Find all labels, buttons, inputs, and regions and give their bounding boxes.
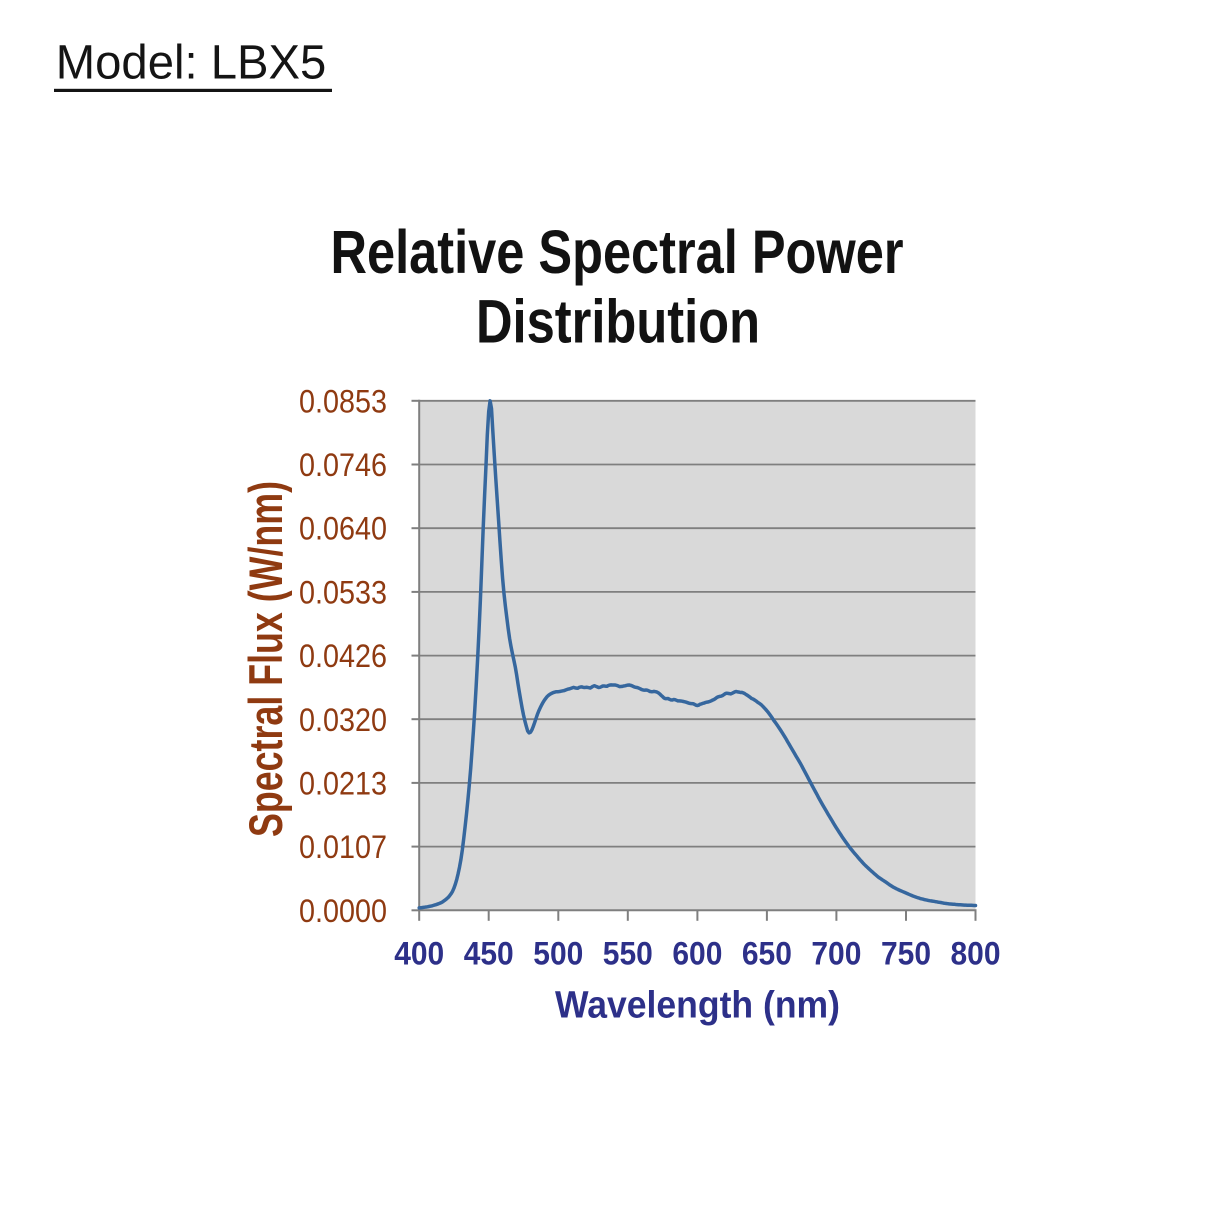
svg-text:0.0000: 0.0000 — [299, 893, 387, 929]
svg-text:0.0640: 0.0640 — [299, 511, 387, 547]
svg-text:Spectral Flux (W/nm): Spectral Flux (W/nm) — [239, 481, 292, 837]
svg-text:400: 400 — [394, 935, 444, 971]
svg-text:800: 800 — [951, 935, 1001, 971]
svg-text:450: 450 — [464, 935, 514, 971]
svg-text:0.0746: 0.0746 — [299, 447, 387, 483]
svg-text:0.0533: 0.0533 — [299, 574, 387, 610]
svg-text:Wavelength (nm): Wavelength (nm) — [555, 985, 840, 1027]
svg-text:0.0426: 0.0426 — [299, 638, 387, 674]
svg-text:550: 550 — [603, 935, 653, 971]
svg-text:Distribution: Distribution — [476, 288, 760, 356]
svg-text:750: 750 — [881, 935, 931, 971]
svg-text:600: 600 — [672, 935, 722, 971]
svg-text:700: 700 — [811, 935, 861, 971]
svg-text:Relative Spectral Power: Relative Spectral Power — [331, 218, 904, 286]
svg-text:0.0213: 0.0213 — [299, 765, 387, 801]
svg-text:650: 650 — [742, 935, 792, 971]
svg-text:Model: LBX5: Model: LBX5 — [56, 36, 327, 89]
svg-text:0.0320: 0.0320 — [299, 702, 387, 738]
svg-text:0.0853: 0.0853 — [299, 383, 387, 419]
svg-text:0.0107: 0.0107 — [299, 829, 387, 865]
svg-text:500: 500 — [533, 935, 583, 971]
